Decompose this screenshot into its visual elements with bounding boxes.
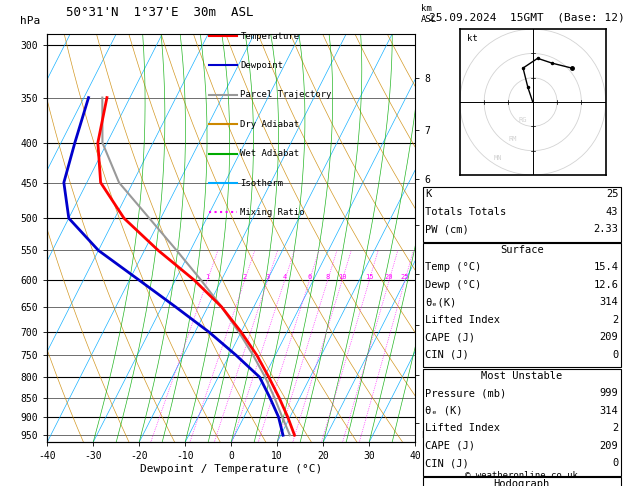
Text: 314: 314 bbox=[599, 406, 618, 416]
Text: 25: 25 bbox=[606, 189, 618, 199]
Text: 0: 0 bbox=[612, 350, 618, 360]
Text: K: K bbox=[425, 189, 431, 199]
Text: CAPE (J): CAPE (J) bbox=[425, 332, 475, 343]
Text: 12.6: 12.6 bbox=[593, 280, 618, 290]
Text: Wet Adiabat: Wet Adiabat bbox=[240, 149, 299, 158]
Text: 2: 2 bbox=[612, 423, 618, 434]
Text: Parcel Trajectory: Parcel Trajectory bbox=[240, 90, 331, 99]
Text: Surface: Surface bbox=[500, 245, 543, 255]
Text: kt: kt bbox=[467, 35, 478, 43]
Text: MN: MN bbox=[494, 156, 503, 161]
Text: Hodograph: Hodograph bbox=[494, 479, 550, 486]
Text: Mixing Ratio: Mixing Ratio bbox=[240, 208, 305, 217]
X-axis label: Dewpoint / Temperature (°C): Dewpoint / Temperature (°C) bbox=[140, 464, 322, 474]
Text: hPa: hPa bbox=[19, 16, 40, 26]
Text: 8: 8 bbox=[326, 274, 330, 280]
Text: © weatheronline.co.uk: © weatheronline.co.uk bbox=[465, 471, 578, 480]
Text: Totals Totals: Totals Totals bbox=[425, 207, 506, 217]
Text: 6: 6 bbox=[308, 274, 311, 280]
Text: 2: 2 bbox=[612, 315, 618, 325]
Text: 4: 4 bbox=[282, 274, 287, 280]
Text: Lifted Index: Lifted Index bbox=[425, 423, 500, 434]
Text: 2.33: 2.33 bbox=[593, 224, 618, 234]
Text: Dry Adiabat: Dry Adiabat bbox=[240, 120, 299, 129]
Text: 3: 3 bbox=[265, 274, 270, 280]
Text: PW (cm): PW (cm) bbox=[425, 224, 469, 234]
Text: 0: 0 bbox=[612, 458, 618, 469]
Text: 50°31'N  1°37'E  30m  ASL: 50°31'N 1°37'E 30m ASL bbox=[66, 6, 253, 19]
Text: 20: 20 bbox=[385, 274, 393, 280]
Text: 1: 1 bbox=[205, 274, 209, 280]
Text: Dewp (°C): Dewp (°C) bbox=[425, 280, 481, 290]
Text: Most Unstable: Most Unstable bbox=[481, 371, 562, 381]
Text: Pressure (mb): Pressure (mb) bbox=[425, 388, 506, 399]
Text: Temperature: Temperature bbox=[240, 32, 299, 40]
Text: 209: 209 bbox=[599, 332, 618, 343]
Text: 2: 2 bbox=[243, 274, 247, 280]
Text: Dewpoint: Dewpoint bbox=[240, 61, 283, 70]
Text: Isotherm: Isotherm bbox=[240, 178, 283, 188]
Text: 43: 43 bbox=[606, 207, 618, 217]
Text: θₑ(K): θₑ(K) bbox=[425, 297, 457, 308]
Text: Temp (°C): Temp (°C) bbox=[425, 262, 481, 273]
Text: 10: 10 bbox=[338, 274, 347, 280]
Text: 15: 15 bbox=[365, 274, 374, 280]
Text: CAPE (J): CAPE (J) bbox=[425, 441, 475, 451]
Text: CIN (J): CIN (J) bbox=[425, 350, 469, 360]
Text: CIN (J): CIN (J) bbox=[425, 458, 469, 469]
Text: km
ASL: km ASL bbox=[421, 4, 437, 24]
Text: 25: 25 bbox=[401, 274, 409, 280]
Text: 15.4: 15.4 bbox=[593, 262, 618, 273]
Text: 209: 209 bbox=[599, 441, 618, 451]
Text: 25.09.2024  15GMT  (Base: 12): 25.09.2024 15GMT (Base: 12) bbox=[429, 12, 625, 22]
Text: 314: 314 bbox=[599, 297, 618, 308]
Text: Lifted Index: Lifted Index bbox=[425, 315, 500, 325]
Text: θₑ (K): θₑ (K) bbox=[425, 406, 463, 416]
Text: RM: RM bbox=[508, 136, 517, 142]
Text: 999: 999 bbox=[599, 388, 618, 399]
Y-axis label: Mixing Ratio (g/kg): Mixing Ratio (g/kg) bbox=[438, 187, 447, 289]
Text: LCL: LCL bbox=[421, 431, 436, 440]
Text: RG: RG bbox=[518, 117, 526, 122]
